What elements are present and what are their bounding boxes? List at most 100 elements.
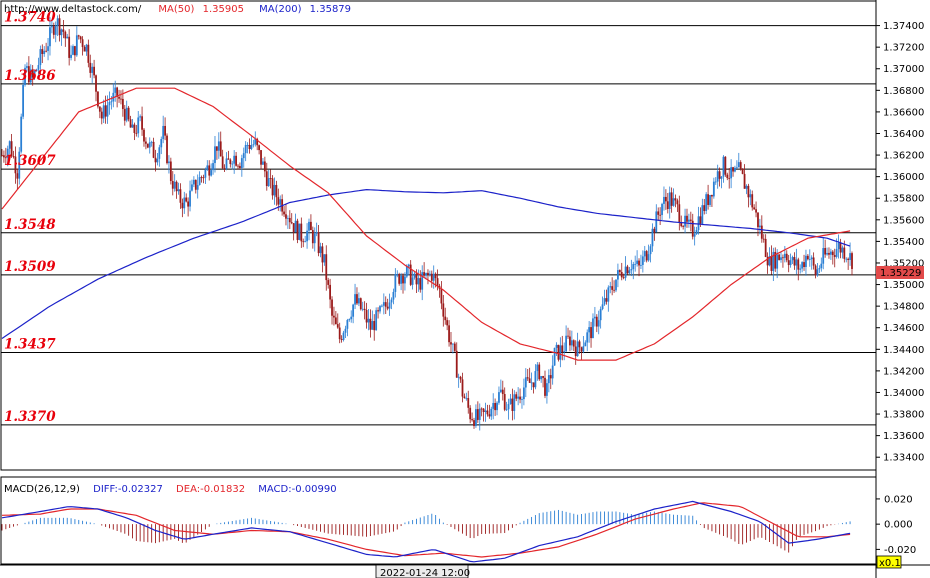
candle-body [503,394,506,410]
dea-line [1,502,851,558]
candle-body [507,404,510,410]
candle-body [849,253,851,260]
candle-body [572,340,575,347]
candle-body [847,258,850,260]
candle-body [240,158,243,168]
candle-body [246,144,249,146]
candle-body [294,220,297,233]
candle-body [219,141,222,157]
candle-body [357,298,360,304]
candle-body [448,325,450,343]
candle-body [373,321,376,331]
candle-body [457,376,460,378]
candle-body [392,291,395,300]
candle-body [321,246,324,263]
candle-body [323,254,326,263]
candle-body [225,158,228,169]
candle-body [194,179,197,190]
candle-body [50,26,53,28]
candle-body [772,251,775,271]
candle-body [513,394,516,411]
candle-body [4,157,7,159]
candle-body [66,36,69,39]
candle-body [726,174,729,179]
candle-body [734,167,736,172]
candle-body [570,340,573,346]
candle-body [292,223,295,233]
candle-body [565,335,568,352]
zoom-label: x0.1 [879,558,901,569]
macd-tick-label: -0.020 [884,545,916,556]
candle-body [699,216,702,224]
candle-body [492,402,495,409]
candle-body [223,168,226,170]
candle-body [569,336,571,346]
candle-body [120,98,122,100]
candle-body [390,299,393,303]
candle-body [342,332,345,340]
candle-body [250,145,253,150]
candle-body [396,274,399,275]
price-tick-label: 1.35800 [883,194,924,205]
candle-body [129,119,132,128]
candle-body [668,192,671,209]
candle-body [465,398,468,399]
price-tick-label: 1.36400 [883,129,924,140]
candle-body [275,184,278,198]
price-tick-label: 1.34800 [883,302,924,313]
candle-body [10,141,13,157]
candle-body [166,135,168,164]
candle-body [123,108,126,121]
candle-body [325,254,328,281]
candle-body [423,272,426,276]
candle-body [453,343,456,351]
candle-body [329,284,332,300]
candle-body [72,46,74,55]
level-label: 1.3548 [4,217,56,233]
candle-body [803,262,805,268]
candle-body [413,273,416,278]
candle-body [701,205,704,224]
candle-body [402,275,404,284]
candle-body [336,324,339,328]
candle-body [262,161,264,165]
level-label: 1.3686 [4,68,56,84]
candle-body [93,66,95,76]
candle-body [31,69,34,78]
candle-body [131,124,134,128]
macd-diff-value: DIFF:-0.02327 [93,484,163,495]
candle-body [14,156,17,174]
candle-body [478,408,481,420]
candle-body [720,176,723,179]
candle-body [415,273,418,285]
candle-body [822,248,825,264]
price-tick-label: 1.35000 [883,280,924,291]
candle-body [678,204,681,223]
candle-body [515,394,518,399]
price-tick-label: 1.33800 [883,410,924,421]
candle-body [607,287,610,302]
price-tick-label: 1.37000 [883,64,924,75]
candle-body [279,199,282,205]
candle-body [574,346,577,357]
candle-body [584,342,587,347]
candle-body [95,75,97,92]
candle-body [177,189,180,192]
candle-body [703,205,706,211]
candle-body [286,217,289,219]
candle-body [108,101,111,106]
candle-body [544,377,546,396]
candle-body [45,50,48,52]
price-tick-label: 1.34200 [883,366,924,377]
price-tick-label: 1.35200 [883,258,924,269]
candle-body [519,396,521,400]
candle-body [135,132,138,134]
candle-body [54,25,57,35]
candle-body [371,321,374,330]
candle-body [217,141,220,151]
ma200-value: 1.35879 [310,4,351,15]
candle-body [258,145,261,151]
zoom-button[interactable] [876,555,902,569]
candle-body [327,280,330,285]
candle-body [411,277,414,285]
